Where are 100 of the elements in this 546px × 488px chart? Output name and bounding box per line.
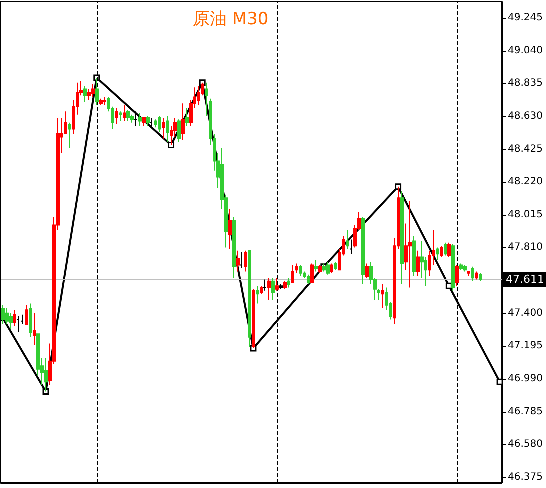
candlestick	[475, 271, 478, 280]
candlestick	[158, 116, 161, 133]
y-tick-label: 49.245	[508, 12, 544, 24]
candlestick	[134, 111, 138, 127]
point	[42, 388, 50, 396]
candlestick	[291, 264, 294, 284]
point	[496, 378, 504, 386]
candlestick	[13, 310, 16, 327]
candlestick	[68, 122, 71, 149]
candlestick	[5, 308, 9, 326]
candlestick	[142, 118, 146, 127]
candlestick	[412, 236, 416, 278]
candlestick	[447, 242, 451, 258]
candlestick	[9, 312, 13, 330]
y-tick-label: 48.835	[508, 78, 544, 90]
candlestick	[123, 104, 126, 122]
y-tick-label: 46.375	[508, 472, 544, 483]
candlestick	[346, 230, 349, 250]
y-tick-label: 46.785	[508, 406, 544, 418]
candlestick	[185, 108, 189, 127]
candlestick	[115, 108, 118, 125]
candlestick	[467, 271, 470, 278]
candlestick	[181, 103, 185, 141]
candlestick	[87, 88, 91, 101]
candlestick	[416, 250, 420, 278]
text: 原油 M30	[193, 10, 269, 30]
candlestick	[283, 280, 287, 290]
candlestick	[263, 279, 267, 292]
candlestick	[244, 250, 247, 272]
candlestick	[444, 242, 447, 256]
y-tick-label: 46.580	[508, 439, 544, 450]
candlestick	[29, 303, 32, 338]
candlestick	[408, 200, 412, 288]
y-tick-label: 47.400	[508, 308, 544, 319]
candlestick	[162, 118, 165, 140]
candlestick	[21, 314, 24, 326]
candlestick	[260, 286, 263, 295]
candlestick	[275, 278, 279, 292]
candlestick	[256, 286, 259, 304]
point	[168, 142, 175, 149]
candlestick	[314, 260, 318, 272]
y-tick-label: 48.630	[508, 110, 544, 122]
y-tick-label: 48.015	[508, 209, 544, 220]
candlestick	[455, 264, 459, 287]
candlestick	[228, 208, 232, 250]
candlestick	[350, 239, 353, 255]
candlestick	[146, 116, 150, 127]
y-tick-label: 49.040	[508, 45, 544, 56]
candlestick	[479, 272, 482, 282]
candlestick	[400, 191, 404, 286]
candlestick	[166, 116, 169, 143]
candlestick	[330, 263, 333, 274]
candlestick	[83, 86, 87, 103]
candlestick	[381, 284, 384, 310]
candlestick	[1, 304, 5, 326]
candlestick	[318, 264, 322, 274]
candlestick	[361, 216, 365, 286]
candlestick	[25, 304, 28, 326]
candlestick	[463, 264, 467, 272]
y-tick-label: 46.990	[508, 373, 544, 384]
candlestick	[232, 216, 236, 279]
candlestick	[271, 278, 275, 302]
candlestick	[205, 82, 208, 117]
candlestick	[99, 98, 103, 106]
candlestick	[267, 278, 271, 302]
candlestick	[459, 263, 463, 271]
candlestick	[103, 96, 106, 106]
candlestick	[91, 84, 95, 98]
candlestick	[130, 114, 134, 124]
candlestick	[436, 247, 439, 262]
candlestick	[150, 118, 153, 127]
candlestick	[33, 312, 36, 346]
candlestick	[451, 244, 455, 292]
candlestick	[126, 110, 130, 122]
candlestick	[197, 86, 200, 106]
candlestick	[236, 250, 240, 272]
candlestick	[279, 284, 283, 290]
y-tick-label: 48.425	[508, 144, 544, 155]
y-tick-label: 47.810	[508, 242, 544, 254]
y-tick-label: 48.220	[508, 176, 544, 188]
candlestick	[295, 263, 298, 274]
candlestick	[334, 262, 337, 271]
candlestick	[365, 263, 369, 279]
candlestick	[154, 119, 157, 128]
candlestick	[471, 266, 474, 282]
point	[395, 184, 402, 190]
candlestick	[248, 250, 251, 348]
candlestick	[299, 264, 302, 278]
candlestick	[240, 252, 243, 270]
candlestick	[440, 246, 443, 258]
y-tick-label: 47.195	[508, 340, 544, 352]
candlestick	[177, 119, 181, 143]
candlestick	[326, 262, 330, 276]
candlestick	[17, 316, 20, 334]
candlestick	[252, 288, 255, 350]
candlestick	[138, 112, 142, 127]
candlestick	[310, 263, 314, 284]
candlestick	[307, 274, 310, 286]
candlestick	[287, 278, 290, 288]
candlestick	[119, 111, 122, 122]
